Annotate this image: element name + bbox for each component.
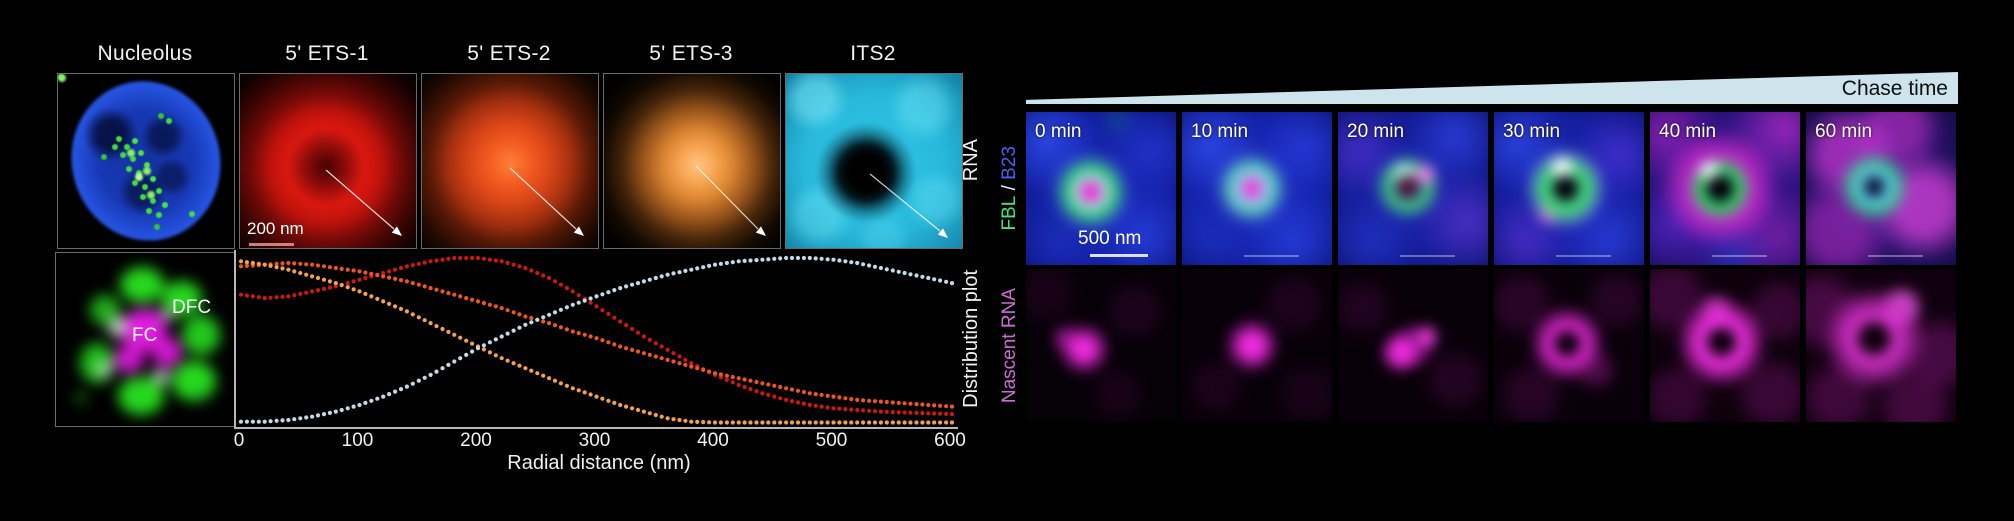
5ets3-image [603,73,781,249]
b23-label: B23 [999,146,1020,181]
nascent-rna-panel-2 [1338,269,1488,422]
scale-bar-line [1556,255,1611,257]
nucleolus-image [57,73,235,249]
fluorescence-art [1026,112,1176,265]
scale-bar-line [249,243,294,246]
nascent-rna-panel-1 [1182,269,1332,422]
x-tick-label: 100 [341,430,374,451]
fluorescence-art [1806,112,1956,265]
pointer-needle-icon [695,165,766,236]
pointer-needle-icon [325,169,402,236]
nascent-rna-art [1494,269,1644,422]
y-axis-title: Distribution plot [959,269,982,408]
fluorescence-art [1182,112,1332,265]
nucleolus-speckles-bright [58,74,66,82]
fluorescence-art [1338,112,1488,265]
timepoint-label: 20 min [1347,121,1405,142]
fluorescence-art [1494,112,1644,265]
x-tick-label: 500 [815,430,848,451]
x-tick-label: 0 [233,430,245,451]
fbl-b23-panel-4: 40 min [1650,112,1800,265]
fc-dfc-image: DFC FC [55,252,235,427]
plot-canvas [238,255,955,425]
panel-title-5ets2: 5' ETS-2 [467,42,551,65]
5ets2-blob [422,74,598,248]
panel-title-its2: ITS2 [850,42,896,65]
row-label-nascent-rna: Nascent RNA [996,269,1024,422]
scale-bar-line [1712,255,1767,257]
x-tick-label: 200 [460,430,492,451]
slash-label: / [999,180,1020,196]
scale-bar-label: 200 nm [247,219,304,238]
pointer-needle-icon [509,167,584,236]
nascent-rna-label: Nascent RNA [999,287,1020,404]
5ets1-ring-blob [240,74,416,248]
nascent-rna-art [1806,269,1956,422]
fbl-b23-panel-2: 20 min [1338,112,1488,265]
timepoint-label: 60 min [1815,121,1873,142]
panel-title-nucleolus: Nucleolus [97,42,193,65]
scale-bar-line [1090,254,1148,257]
panel-title-5ets1: 5' ETS-1 [285,42,369,65]
row-label-rna: RNA [959,138,982,182]
fbl-b23-panel-0: 0 min 500 nm [1026,112,1176,265]
5ets3-blob [604,74,780,248]
nascent-rna-art [1338,269,1488,422]
chase-time-label: Chase time [1841,77,1948,100]
5ets1-image: 200 nm [239,73,417,249]
distribution-plot [234,250,958,429]
x-tick-label: 600 [934,430,966,451]
scale-bar-line [1868,255,1923,257]
timepoint-label: 10 min [1191,121,1249,142]
fc-dfc-blobs [56,253,234,426]
nascent-rna-art [1650,269,1800,422]
timepoint-label: 0 min [1035,121,1082,142]
x-axis-title: Radial distance (nm) [507,452,691,474]
nascent-rna-panel-3 [1494,269,1644,422]
nascent-rna-panel-4 [1650,269,1800,422]
its2-ring [786,74,962,248]
its2-image [785,73,963,249]
nucleus-shape [58,74,234,248]
fbl-b23-panel-1: 10 min [1182,112,1332,265]
fbl-label: FBL [999,195,1020,231]
chase-time-wedge: Chase time [1026,72,1958,104]
timepoint-label: 40 min [1659,121,1717,142]
fbl-b23-panel-3: 30 min [1494,112,1644,265]
fluorescence-art [1650,112,1800,265]
5ets2-image [421,73,599,249]
scale-bar-label: 500 nm [1078,228,1142,249]
dfc-label: DFC [172,297,212,318]
nascent-rna-art [1026,269,1176,422]
scale-bar-line [1400,255,1455,257]
pointer-needle-icon [869,173,948,238]
scale-bar-line [1244,255,1299,257]
nascent-rna-panel-5 [1806,269,1956,422]
nascent-rna-panel-0 [1026,269,1176,422]
timepoint-label: 30 min [1503,121,1561,142]
fc-label: FC [132,325,158,346]
nascent-rna-art [1182,269,1332,422]
fbl-b23-panel-5: 60 min [1806,112,1956,265]
panel-title-5ets3: 5' ETS-3 [649,42,733,65]
x-tick-label: 300 [578,430,611,451]
x-tick-label: 400 [697,430,729,451]
row-label-fbl-b23: FBL / B23 [996,112,1024,265]
